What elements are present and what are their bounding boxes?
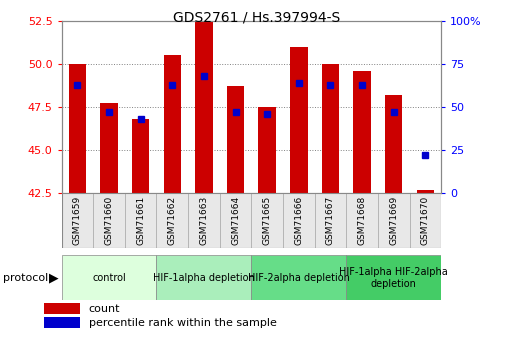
- FancyBboxPatch shape: [283, 193, 314, 248]
- Text: percentile rank within the sample: percentile rank within the sample: [89, 318, 277, 328]
- Bar: [259, 107, 276, 193]
- Text: control: control: [92, 273, 126, 283]
- FancyBboxPatch shape: [93, 193, 125, 248]
- FancyBboxPatch shape: [220, 193, 251, 248]
- Text: HIF-2alpha depletion: HIF-2alpha depletion: [248, 273, 350, 283]
- Text: count: count: [89, 304, 120, 314]
- FancyBboxPatch shape: [62, 193, 93, 248]
- Text: GSM71660: GSM71660: [105, 196, 113, 245]
- FancyBboxPatch shape: [188, 193, 220, 248]
- Bar: [44, 303, 81, 314]
- Bar: [290, 47, 307, 193]
- Bar: [132, 119, 149, 193]
- Bar: [227, 86, 244, 193]
- Bar: [69, 64, 86, 193]
- Text: GSM71664: GSM71664: [231, 196, 240, 245]
- FancyBboxPatch shape: [251, 255, 346, 300]
- Text: GSM71669: GSM71669: [389, 196, 398, 245]
- Text: GSM71662: GSM71662: [168, 196, 177, 245]
- Text: GSM71663: GSM71663: [200, 196, 208, 245]
- Bar: [101, 104, 117, 193]
- Bar: [164, 55, 181, 193]
- Text: GSM71665: GSM71665: [263, 196, 272, 245]
- FancyBboxPatch shape: [156, 193, 188, 248]
- FancyBboxPatch shape: [346, 255, 441, 300]
- FancyBboxPatch shape: [251, 193, 283, 248]
- FancyBboxPatch shape: [346, 193, 378, 248]
- Text: GSM71661: GSM71661: [136, 196, 145, 245]
- Text: GSM71667: GSM71667: [326, 196, 335, 245]
- Bar: [417, 190, 434, 193]
- Text: protocol: protocol: [3, 273, 48, 283]
- FancyBboxPatch shape: [125, 193, 156, 248]
- Text: GSM71659: GSM71659: [73, 196, 82, 245]
- Text: HIF-1alpha depletion: HIF-1alpha depletion: [153, 273, 255, 283]
- Bar: [44, 317, 81, 328]
- Bar: [353, 71, 371, 193]
- FancyBboxPatch shape: [62, 255, 156, 300]
- Text: GSM71670: GSM71670: [421, 196, 430, 245]
- Text: GSM71666: GSM71666: [294, 196, 303, 245]
- FancyBboxPatch shape: [314, 193, 346, 248]
- FancyBboxPatch shape: [409, 193, 441, 248]
- Bar: [322, 64, 339, 193]
- Text: ▶: ▶: [49, 271, 58, 284]
- Bar: [195, 21, 212, 193]
- FancyBboxPatch shape: [156, 255, 251, 300]
- Text: GSM71668: GSM71668: [358, 196, 367, 245]
- Text: HIF-1alpha HIF-2alpha
depletion: HIF-1alpha HIF-2alpha depletion: [340, 267, 448, 288]
- Text: GDS2761 / Hs.397994-S: GDS2761 / Hs.397994-S: [173, 10, 340, 24]
- Bar: [385, 95, 402, 193]
- FancyBboxPatch shape: [378, 193, 409, 248]
